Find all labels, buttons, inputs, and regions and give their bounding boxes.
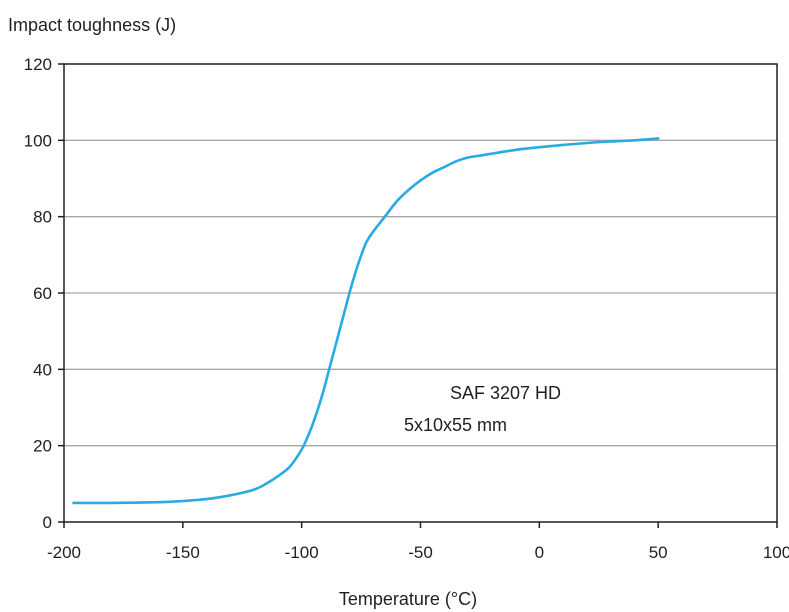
annotation-material: SAF 3207 HD — [450, 383, 561, 403]
series-group — [72, 137, 660, 505]
x-tick-label: -100 — [285, 543, 319, 562]
y-tick-label: 100 — [24, 131, 52, 150]
gridlines — [64, 139, 777, 447]
x-tick-label: -200 — [47, 543, 81, 562]
y-tick-label: 20 — [33, 437, 52, 456]
y-tick-label: 80 — [33, 208, 52, 227]
y-tick-label: 0 — [43, 513, 52, 532]
y-tick-labels: 0 20 40 60 80 100 120 — [24, 55, 52, 532]
x-axis-title: Temperature (°C) — [339, 589, 477, 609]
y-tick-label: 60 — [33, 284, 52, 303]
y-axis-title: Impact toughness (J) — [8, 15, 176, 35]
y-tick-label: 120 — [24, 55, 52, 74]
y-tick-label: 40 — [33, 360, 52, 379]
annotation-specimen: 5x10x55 mm — [404, 415, 507, 435]
axis-ticks — [58, 63, 778, 528]
series-line — [72, 137, 660, 505]
x-tick-labels: -200 -150 -100 -50 0 50 100 — [47, 543, 789, 562]
x-tick-label: 0 — [535, 543, 544, 562]
x-tick-label: -50 — [408, 543, 433, 562]
x-tick-label: 50 — [649, 543, 668, 562]
x-tick-label: -150 — [166, 543, 200, 562]
x-tick-label: 100 — [763, 543, 789, 562]
